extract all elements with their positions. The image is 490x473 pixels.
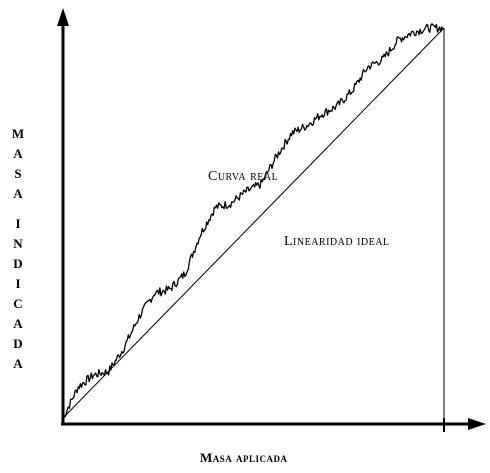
y-axis-label-letter: S [14,166,21,181]
y-axis-label-letter: A [13,316,23,331]
annotation-linearidad-ideal: Linearidad ideal [284,234,390,249]
series-line-linearidad-ideal [62,27,445,419]
y-axis-label-letter: A [13,356,23,371]
y-axis-label-letter: M [12,126,24,141]
series-line-curva-real [62,23,445,419]
series-layer [62,23,445,419]
y-axis-arrowhead [57,8,69,26]
annotation-curva-real: Curva real [208,169,278,184]
x-axis-arrowhead [468,418,486,430]
y-axis-label-letter: I [15,216,20,231]
y-axis-label-letter: N [13,236,23,251]
y-axis-label-letter: C [13,296,22,311]
y-axis-label-letter: D [13,256,22,271]
y-axis-label-letter: D [13,336,22,351]
x-axis-label: Masa aplicada [200,450,288,465]
y-axis-label-letter: I [15,276,20,291]
y-axis-label-letter: A [13,186,23,201]
y-axis-label-letter: A [13,146,23,161]
